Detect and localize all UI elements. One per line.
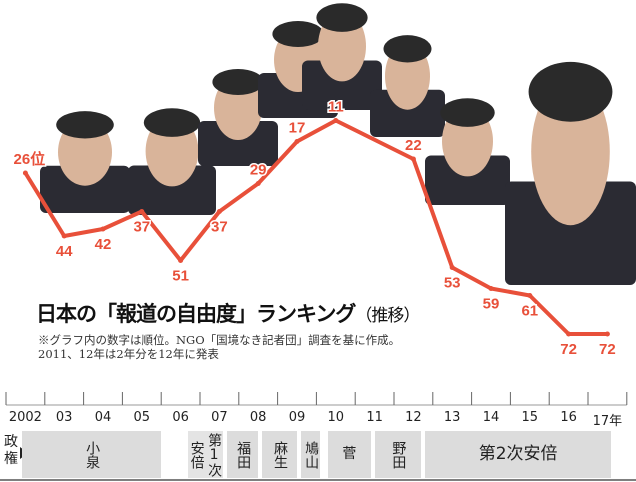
portrait-hair-6 [440, 98, 495, 127]
government-band: 第2次安倍 [425, 431, 612, 478]
data-label-2005: 37 [133, 219, 150, 236]
government-band: 菅 [328, 431, 371, 478]
x-tick-label: 2002 [8, 410, 42, 425]
x-tick-label: 15 [521, 410, 539, 425]
data-point-2014 [488, 286, 494, 291]
data-label-2003: 44 [56, 243, 73, 260]
data-point-2005 [139, 209, 145, 214]
government-band: 福田 [227, 431, 259, 478]
portrait-hair-7 [528, 61, 613, 122]
portrait-hair-2 [212, 69, 264, 95]
x-tick-label: 06 [172, 410, 189, 425]
x-tick-label: 12 [405, 410, 422, 425]
data-label-2008: 29 [250, 162, 267, 179]
government-band: 鳩山 [300, 431, 321, 478]
data-point-2006 [178, 258, 184, 263]
government-band: 小泉 [22, 431, 162, 478]
x-tick-label: 08 [249, 410, 267, 425]
title-main: 日本の「報道の自由度」ランキング [36, 302, 356, 326]
data-point-2016 [566, 331, 572, 337]
x-tick-label: 16 [560, 410, 577, 425]
x-tick-label: 13 [443, 410, 461, 425]
portrait-suit-1 [128, 165, 216, 215]
x-tick-label: 04 [94, 410, 112, 425]
data-point-2007 [216, 209, 222, 214]
portrait-hair-0 [56, 111, 114, 139]
x-tick-label: 10 [327, 410, 345, 425]
data-point-2004 [100, 226, 106, 232]
government-band: 野田 [374, 431, 422, 478]
government-band: 第1次 [203, 431, 224, 478]
portrait-hair-3 [272, 21, 324, 47]
data-point-2012 [410, 156, 416, 162]
portrait-suit-7 [505, 181, 636, 285]
x-tick-label: 09 [288, 410, 306, 425]
data-point-2008 [255, 181, 261, 186]
data-point-2003 [61, 233, 67, 239]
data-label-2002: 26位 [14, 150, 46, 168]
data-label-2016: 72 [560, 341, 577, 358]
portrait-suit-5 [370, 89, 445, 137]
x-tick-label: 03 [55, 410, 73, 425]
government-band: 麻生 [262, 431, 297, 478]
note-line-1: ※グラフ内の数字は順位。NGO「国境なき記者団」調査を基に作成。 [38, 333, 401, 347]
data-label-2017: 72 [599, 341, 616, 358]
portrait-suit-2 [198, 121, 278, 166]
data-point-2015 [527, 293, 533, 298]
data-point-2002 [22, 170, 28, 176]
x-tick-label: 11 [366, 410, 383, 425]
x-tick-label: 07 [211, 410, 228, 425]
government-label: 政権 [4, 434, 18, 467]
data-point-2017 [604, 331, 610, 337]
x-tick-label: 14 [482, 410, 500, 425]
data-point-2009 [294, 139, 300, 144]
data-point-2010 [333, 118, 339, 123]
data-label-2007: 37 [211, 219, 228, 236]
data-label-2010: 11 [328, 99, 344, 116]
data-label-2015: 61 [521, 303, 538, 320]
portrait-hair-4 [316, 3, 368, 32]
data-label-2006: 51 [172, 268, 189, 285]
data-label-2013: 53 [444, 275, 461, 292]
data-point-2013 [449, 265, 455, 270]
chart-title: 日本の「報道の自由度」ランキング（推移） [36, 298, 420, 328]
government-band: 安倍 [188, 431, 205, 478]
portrait-suit-6 [425, 155, 510, 205]
title-suffix: （推移） [355, 306, 420, 326]
portrait-hair-1 [143, 108, 201, 137]
x-tick-label: 17年 [592, 414, 623, 429]
portrait-suit-0 [40, 165, 130, 213]
portrait-suit-4 [302, 60, 382, 110]
data-label-2014: 59 [483, 296, 500, 313]
chart-note: ※グラフ内の数字は順位。NGO「国境なき記者団」調査を基に作成。 2011、12… [38, 333, 400, 361]
portrait-hair-5 [383, 35, 432, 63]
data-label-2012: 22 [405, 137, 422, 154]
data-label-2004: 42 [95, 236, 112, 253]
note-line-2: 2011、12年は2年分を12年に発表 [38, 347, 219, 361]
data-label-2009: 17 [289, 120, 306, 137]
x-tick-label: 05 [133, 410, 151, 425]
